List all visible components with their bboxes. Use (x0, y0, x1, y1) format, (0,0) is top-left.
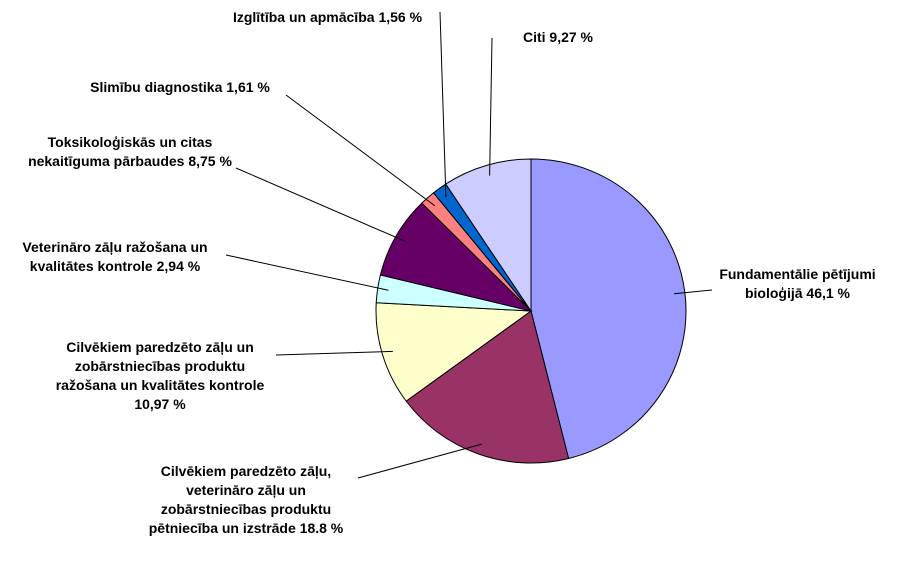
slice-label: Izglītība un apmācība 1,56 % (190, 8, 465, 27)
slice-label: Citi 9,27 % (498, 28, 618, 47)
pie-slice (375, 302, 533, 402)
pie-slice (405, 310, 570, 464)
category-label: Toksikoloģiskās un citas nekaitīguma pār… (28, 134, 213, 169)
category-label: Cilvēkiem paredzēto zāļu, veterināro zāļ… (148, 463, 332, 536)
leader-line (235, 167, 406, 242)
value-label: 1,61 % (226, 79, 270, 95)
value-label: 18.8 % (299, 520, 344, 536)
leader-line (439, 11, 447, 197)
slice-label: Cilvēkiem paredzēto zāļu un zobārstniecī… (45, 338, 275, 414)
slice-label: Toksikoloģiskās un citas nekaitīguma pār… (15, 133, 245, 171)
leader-line (225, 254, 389, 291)
value-label: 46,1 % (806, 285, 851, 301)
slice-label: Cilvēkiem paredzēto zāļu, veterināro zāļ… (140, 462, 352, 538)
leader-line (275, 350, 393, 356)
slice-label: Slimību diagnostika 1,61 % (70, 78, 290, 97)
pie-slice (445, 158, 532, 313)
category-label: Slimību diagnostika (90, 79, 223, 95)
category-label: Cilvēkiem paredzēto zāļu un zobārstniecī… (55, 339, 265, 393)
value-label: 10,97 % (134, 396, 186, 412)
leader-line (285, 94, 436, 207)
category-label: Izglītība un apmācība (232, 9, 375, 25)
leader-line (357, 443, 483, 479)
leader-line (489, 37, 493, 176)
value-label: 9,27 % (549, 29, 594, 45)
value-label: 1,56 % (378, 9, 423, 25)
value-label: 2,94 % (156, 258, 201, 274)
slice-label: Veterināro zāļu ražošana un kvalitātes k… (5, 238, 225, 276)
category-label: Citi (522, 29, 546, 45)
slice-label: Fundamentālie pētījumi bioloģijā 46,1 % (705, 265, 890, 303)
leader-line (674, 289, 713, 295)
value-label: 8,75 % (188, 153, 232, 169)
category-label: Veterināro zāļu ražošana un kvalitātes k… (22, 239, 208, 274)
pie-slice (379, 202, 533, 312)
category-label: Fundamentālie pētījumi bioloģijā (719, 266, 876, 301)
